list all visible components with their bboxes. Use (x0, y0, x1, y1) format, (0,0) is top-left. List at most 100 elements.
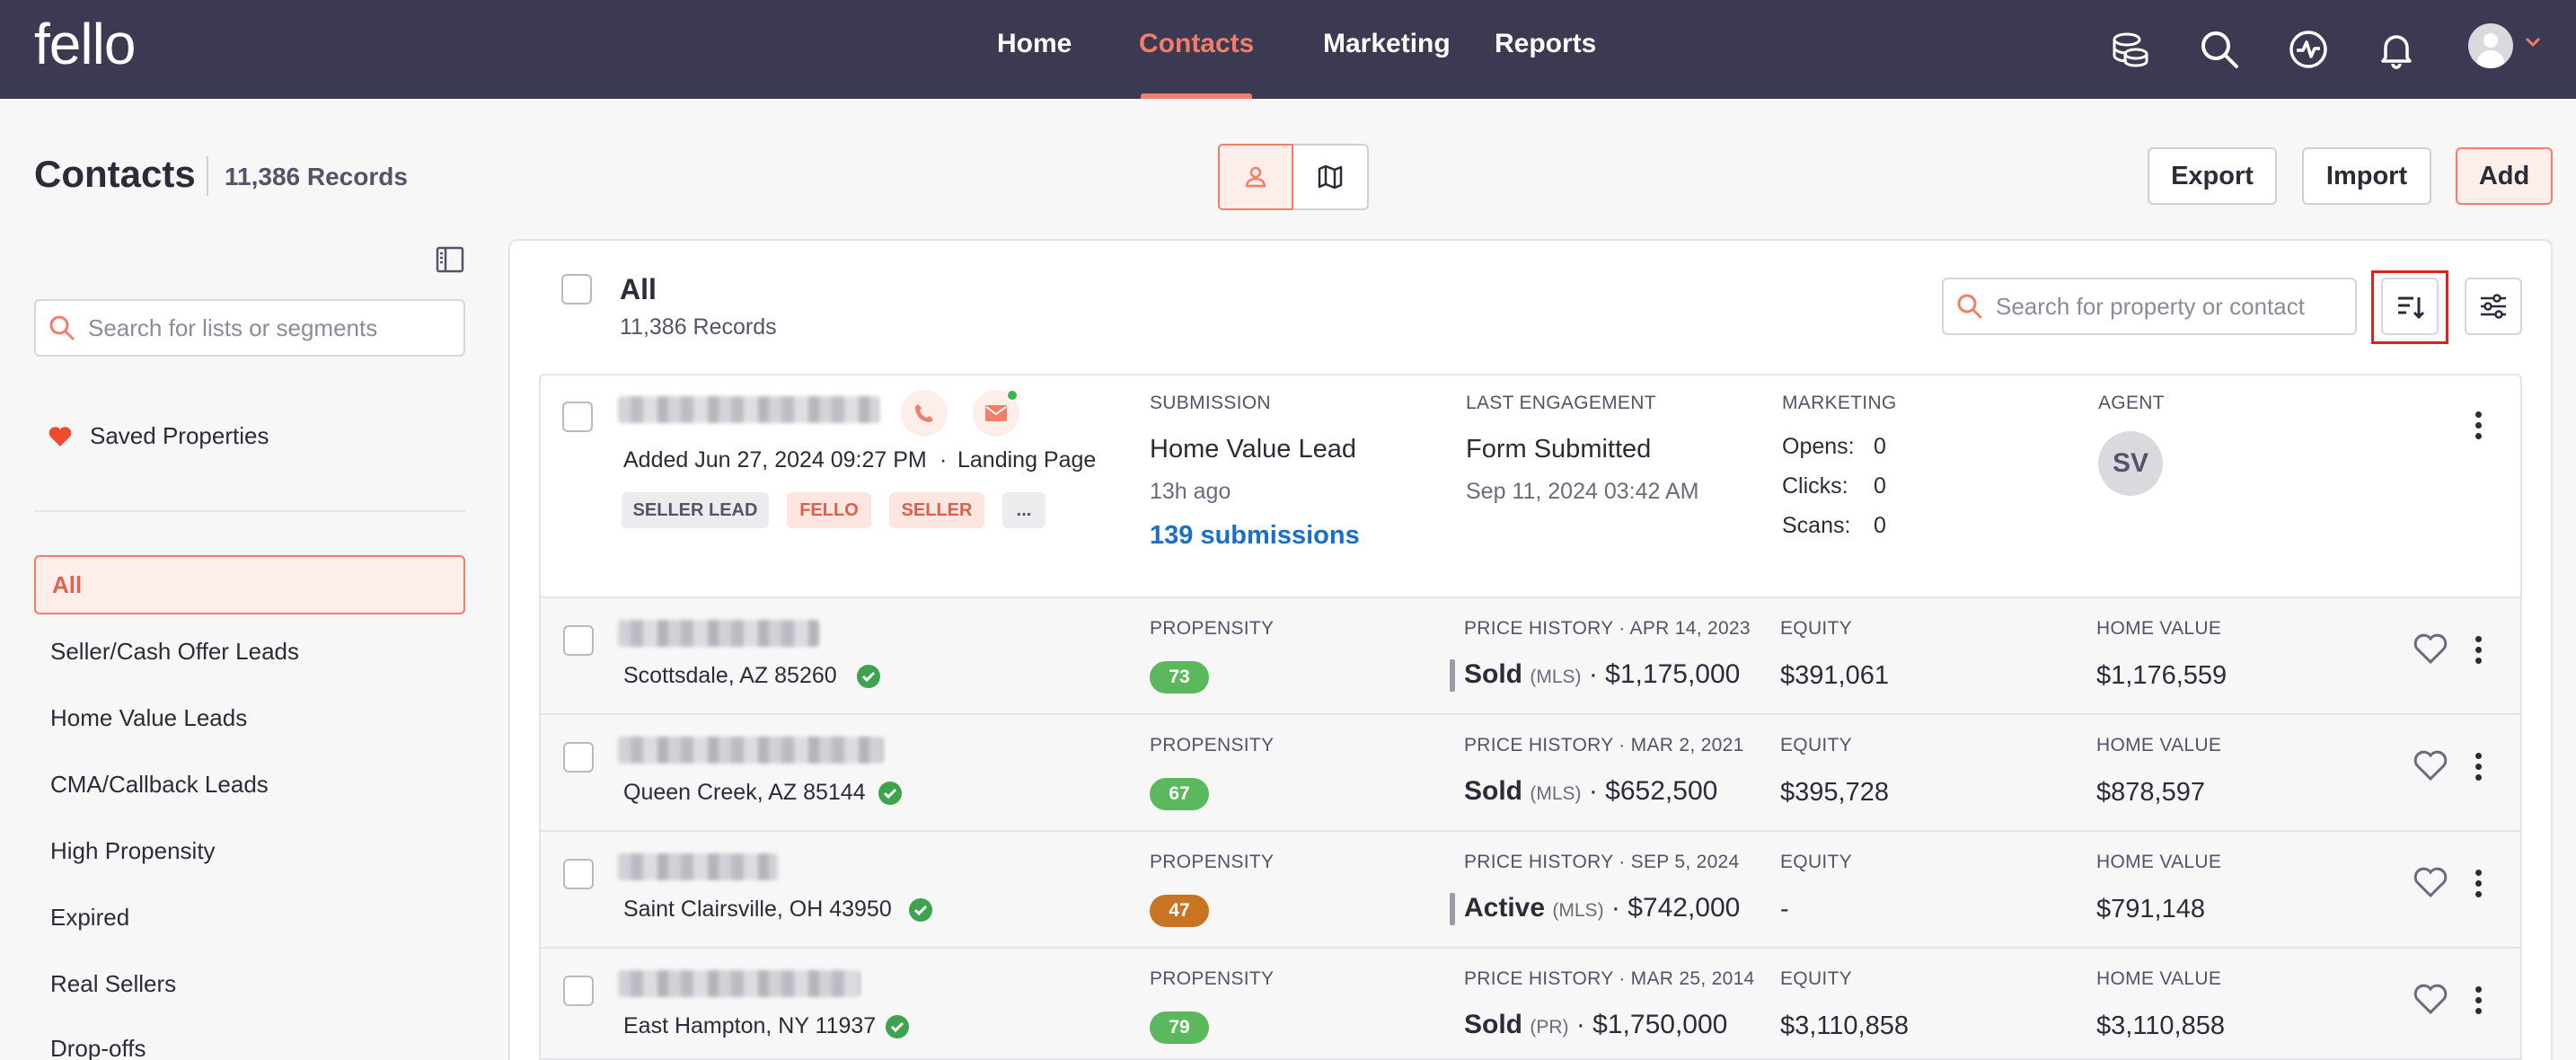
propensity-badge: 47 (1150, 895, 1209, 927)
sale-status: Sold (MLS) · $652,500 (1464, 776, 1717, 807)
last-engagement-value: Form Submitted (1466, 435, 1652, 464)
phone-icon[interactable] (901, 390, 948, 437)
sidebar-item-drop-offs[interactable]: Drop-offs (50, 1034, 146, 1060)
row-checkbox[interactable] (563, 859, 594, 889)
tag-more[interactable]: ... (1002, 492, 1045, 528)
sort-button-highlight (2371, 270, 2448, 344)
status-price: · $742,000 (1610, 893, 1741, 923)
equity-label: EQUITY (1780, 852, 1852, 872)
row-menu-icon[interactable] (2475, 636, 2482, 664)
property-row[interactable] (539, 949, 2522, 1060)
status-text: Sold (1464, 659, 1522, 689)
list-view-button[interactable] (1218, 144, 1294, 210)
propensity-label: PROPENSITY (1150, 735, 1275, 755)
list-search-field[interactable] (34, 299, 465, 357)
row-menu-icon[interactable] (2475, 870, 2482, 897)
sidebar-item-high-propensity[interactable]: High Propensity (50, 836, 216, 864)
status-source: (MLS) (1552, 900, 1604, 921)
user-avatar[interactable] (2468, 23, 2513, 68)
nav-reports[interactable]: Reports (1495, 29, 1597, 58)
clicks-value: 0 (1874, 473, 1886, 499)
nav-marketing[interactable]: Marketing (1323, 29, 1451, 58)
favorite-heart-icon[interactable] (2413, 866, 2448, 903)
property-row[interactable] (539, 598, 2522, 715)
export-button[interactable]: Export (2148, 147, 2277, 205)
heart-icon (49, 426, 72, 446)
home-value-label: HOME VALUE (2096, 618, 2222, 639)
opens-value: 0 (1874, 434, 1886, 459)
email-icon[interactable] (973, 390, 1019, 437)
sidebar-item-home-value-leads[interactable]: Home Value Leads (50, 703, 248, 731)
home-value: $791,148 (2096, 895, 2205, 923)
property-location: Saint Clairsville, OH 43950 (623, 897, 892, 922)
propensity-badge: 79 (1150, 1011, 1209, 1044)
lead-menu-icon[interactable] (2475, 411, 2482, 439)
lead-checkbox[interactable] (562, 402, 593, 432)
fello-logo[interactable]: fello (34, 12, 136, 76)
propensity-badge: 67 (1150, 778, 1209, 810)
favorite-heart-icon[interactable] (2413, 749, 2448, 786)
sliders-icon (2481, 294, 2506, 319)
nav-home[interactable]: Home (997, 29, 1072, 58)
equity-value: $395,728 (1780, 778, 1889, 807)
row-checkbox[interactable] (563, 625, 594, 656)
status-source: (MLS) (1530, 783, 1582, 804)
sidebar-item-seller-cash-offer-leads[interactable]: Seller/Cash Offer Leads (50, 637, 299, 665)
nav-active-indicator (1141, 93, 1252, 99)
scans-value: 0 (1874, 513, 1886, 538)
contact-search-field[interactable] (1942, 278, 2357, 335)
sidebar-collapse-icon[interactable] (435, 244, 465, 279)
contact-name-redacted[interactable] (618, 853, 778, 880)
list-search-input[interactable] (88, 314, 447, 342)
import-button[interactable]: Import (2302, 147, 2431, 205)
sidebar-item-expired[interactable]: Expired (50, 903, 130, 931)
coins-icon[interactable] (2105, 25, 2154, 74)
row-menu-icon[interactable] (2475, 753, 2482, 781)
property-row[interactable] (539, 715, 2522, 832)
favorite-heart-icon[interactable] (2413, 983, 2448, 1020)
submission-type: Home Value Lead (1150, 435, 1357, 464)
property-row[interactable] (539, 832, 2522, 949)
submission-label: SUBMISSION (1150, 393, 1271, 413)
status-text: Sold (1464, 776, 1522, 806)
sidebar-item-cma-callback-leads[interactable]: CMA/Callback Leads (50, 770, 269, 798)
verified-icon (855, 663, 882, 694)
status-source: (MLS) (1530, 667, 1582, 687)
search-icon[interactable] (2195, 25, 2244, 74)
saved-properties-link[interactable]: Saved Properties (49, 422, 269, 450)
contact-name-redacted[interactable] (618, 970, 860, 997)
contact-name-redacted[interactable] (618, 620, 819, 647)
search-icon (49, 315, 75, 340)
chevron-down-icon[interactable] (2524, 36, 2542, 53)
filter-button[interactable] (2465, 278, 2522, 335)
map-view-button[interactable] (1293, 146, 1367, 208)
tag-seller-lead: SELLER LEAD (622, 492, 769, 528)
verified-icon (884, 1013, 911, 1045)
status-price: · $652,500 (1588, 776, 1718, 806)
contact-search-input[interactable] (1996, 292, 2355, 321)
agent-avatar[interactable]: SV (2098, 431, 2163, 496)
row-checkbox[interactable] (563, 976, 594, 1006)
price-history-label: PRICE HISTORY · SEP 5, 2024 (1464, 852, 1740, 872)
activity-icon[interactable] (2284, 25, 2333, 74)
favorite-heart-icon[interactable] (2413, 632, 2448, 669)
nav-contacts[interactable]: Contacts (1139, 29, 1255, 58)
add-button[interactable]: Add (2456, 147, 2553, 205)
submissions-link[interactable]: 139 submissions (1150, 521, 1360, 550)
search-icon (1957, 294, 1982, 319)
contact-name-redacted[interactable] (618, 396, 880, 423)
sidebar-item-all[interactable]: All (34, 555, 465, 614)
verified-icon (907, 897, 934, 928)
map-icon (1318, 164, 1343, 190)
bell-icon[interactable] (2372, 25, 2421, 74)
row-menu-icon[interactable] (2475, 986, 2482, 1014)
tag-seller: SELLER (889, 492, 984, 528)
sort-button[interactable] (2381, 278, 2439, 335)
view-toggle (1218, 144, 1369, 210)
sidebar-item-real-sellers[interactable]: Real Sellers (50, 969, 177, 997)
select-all-checkbox[interactable] (561, 274, 592, 305)
contact-name-redacted[interactable] (618, 737, 884, 764)
home-value-label: HOME VALUE (2096, 852, 2222, 872)
row-checkbox[interactable] (563, 742, 594, 773)
submission-time: 13h ago (1150, 479, 1231, 504)
